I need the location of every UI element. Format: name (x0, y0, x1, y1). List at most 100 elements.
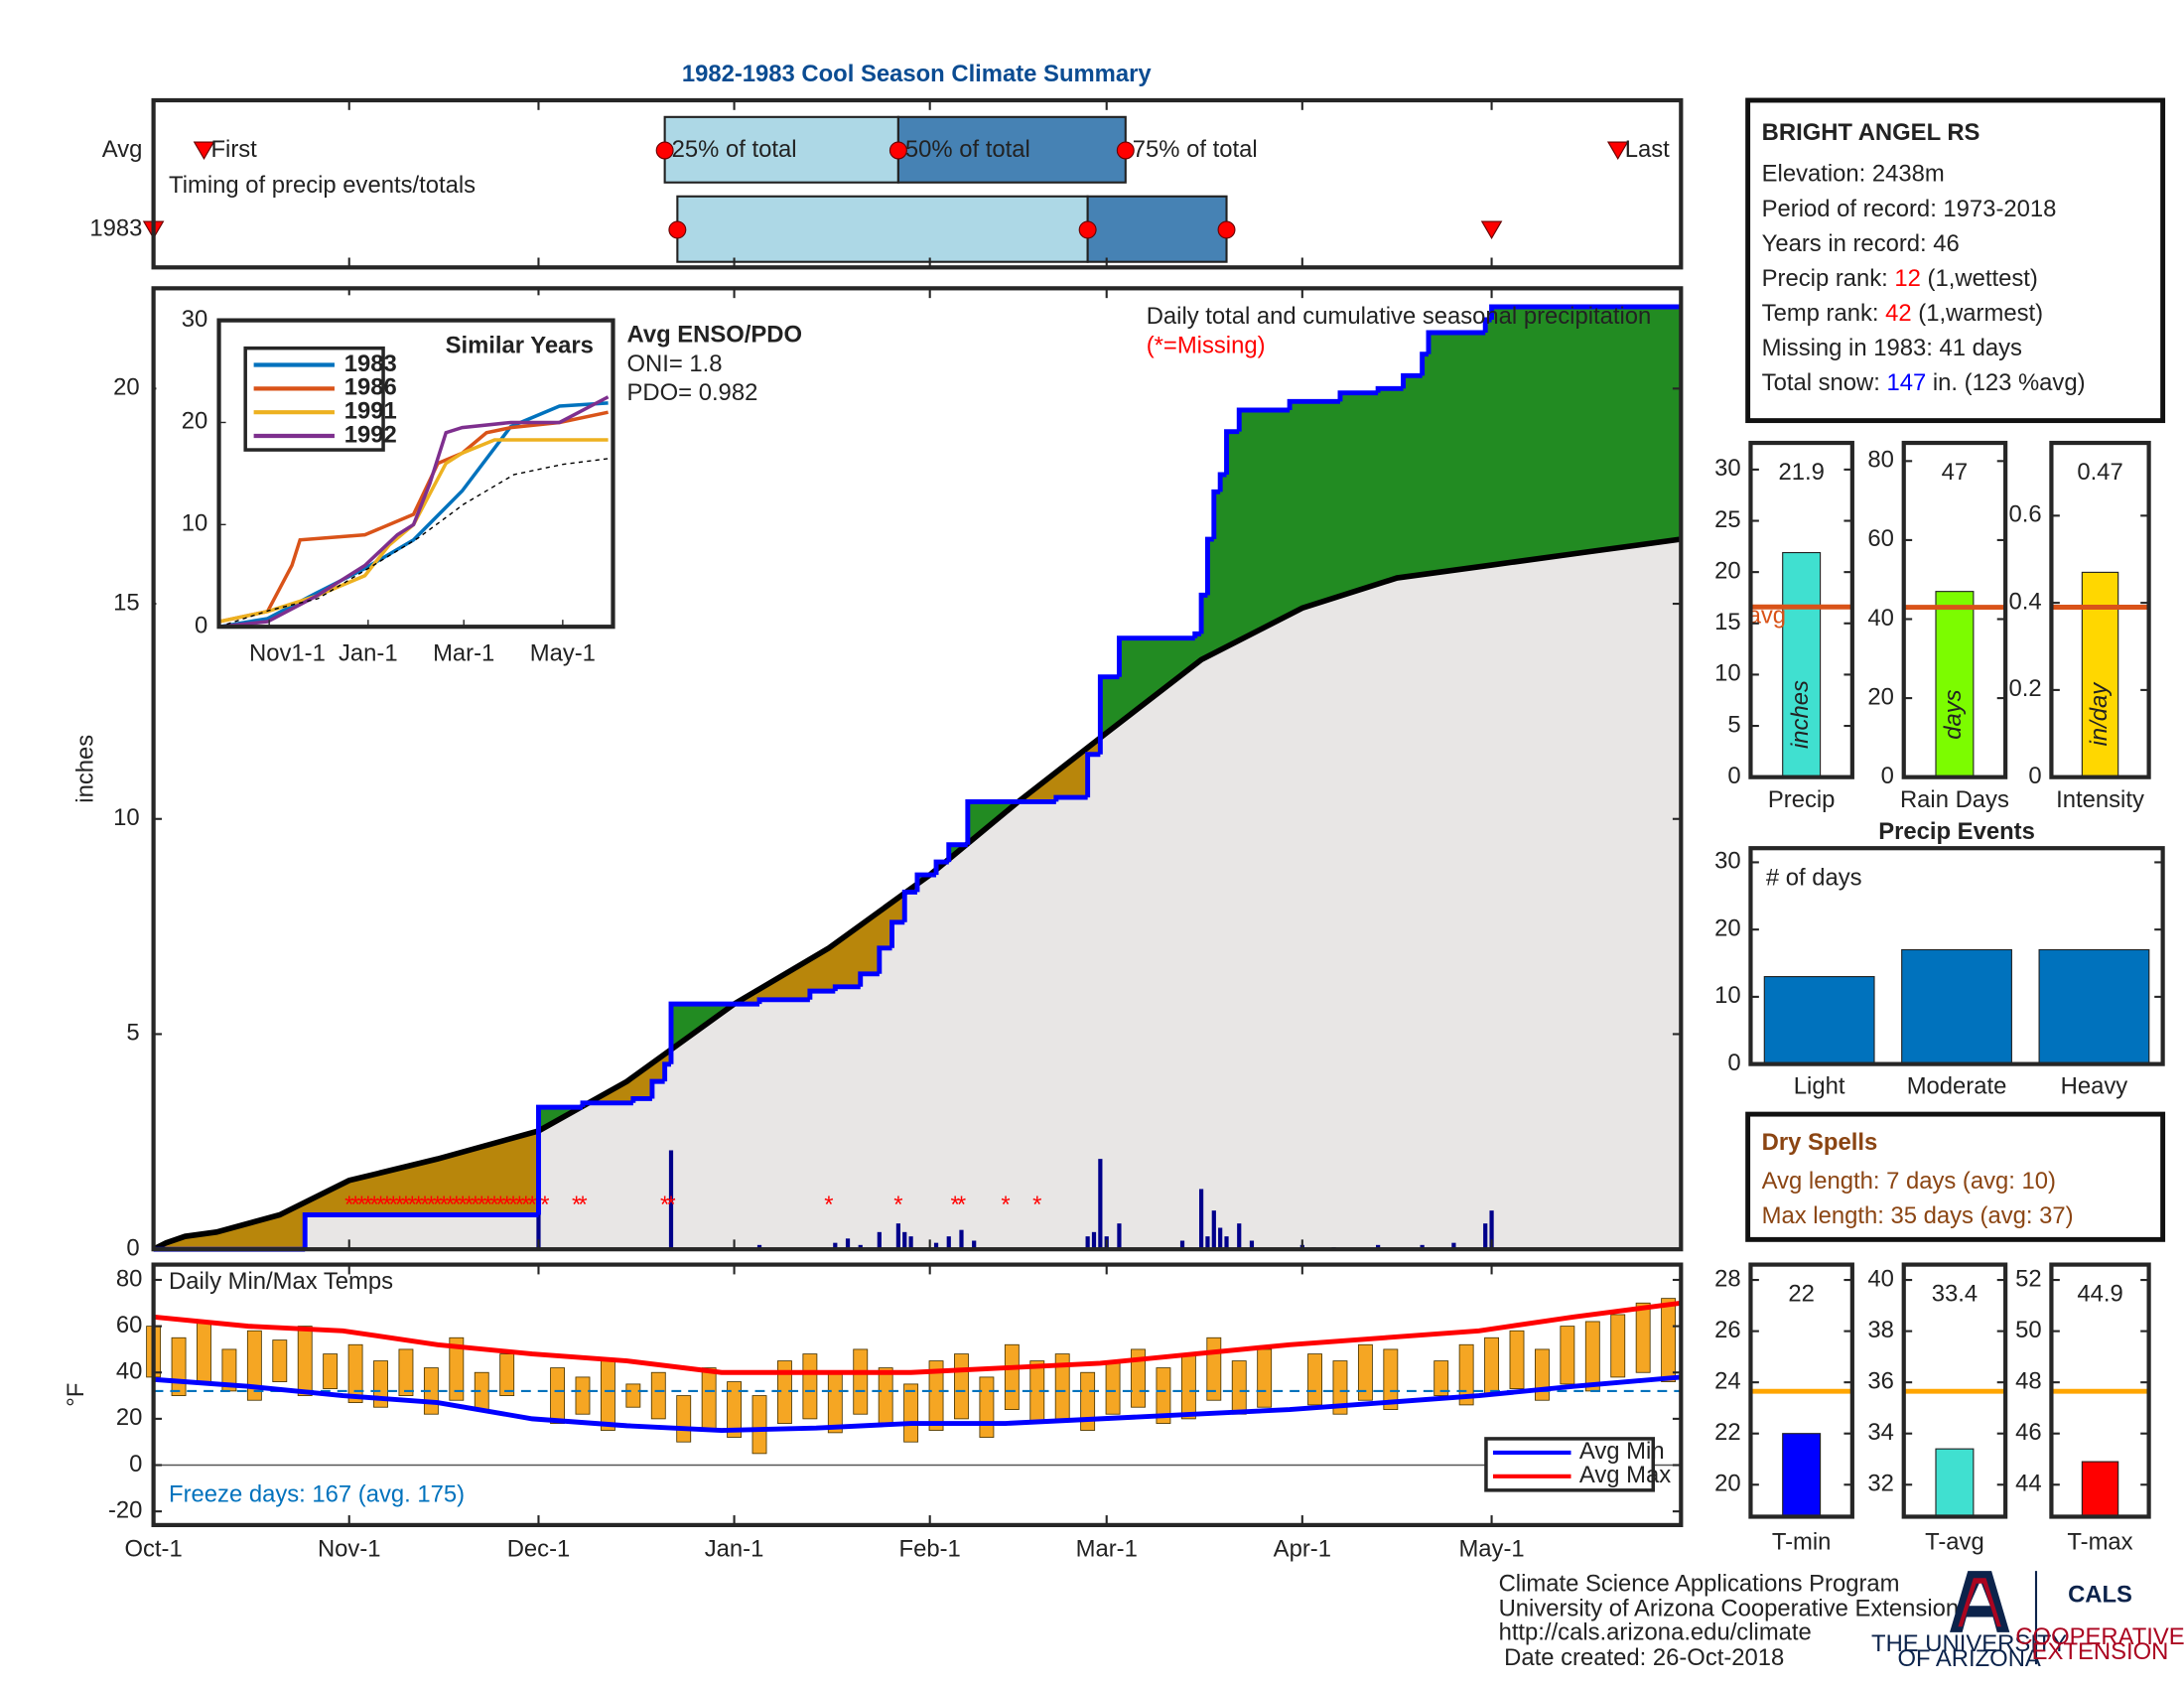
axes-frame (1748, 1262, 1854, 1519)
bar-panel: T-avg 33.4 32 34 36 38 40 (1867, 1262, 2008, 1555)
station-text: Temp rank: (1762, 300, 1885, 327)
timing-label: 25% of total (672, 136, 797, 163)
university-logo: THE UNIVERSITY OF ARIZONA CALS COOPERATI… (1871, 1571, 2184, 1672)
unit-label: inches (1787, 680, 1814, 749)
logo-text: THE UNIVERSITY (1871, 1630, 2067, 1657)
daily-temp-bar (1156, 1367, 1171, 1424)
daily-bar (756, 1244, 762, 1250)
daily-temp-bar (777, 1360, 792, 1424)
timing-dot (888, 141, 907, 160)
observed-step (1097, 674, 1120, 755)
daily-temp-bar (171, 1336, 187, 1396)
category-label: Light (1794, 1073, 1845, 1100)
observed-step (1401, 372, 1423, 389)
legend-label: 1991 (344, 397, 397, 424)
station-text: Precip rank: (1762, 265, 1895, 292)
missing-marker: * (660, 1192, 669, 1218)
y-tick-label: 0 (195, 612, 207, 638)
x-tick-label: Mar-1 (433, 640, 494, 667)
y-tick-label: 25 (1714, 506, 1741, 533)
legend-label: 1986 (344, 374, 397, 401)
missing-marker: * (446, 1192, 455, 1218)
daily-temp-bar (802, 1353, 818, 1420)
y-tick-label: 0 (1727, 763, 1740, 789)
observed-step (1204, 536, 1214, 596)
avg-label: avg (1748, 602, 1786, 629)
bar-panel: Intensity 0.47 in/day 0 0.2 0.4 0.6 (2008, 440, 2151, 813)
missing-marker: * (350, 1192, 359, 1218)
daily-temp-bar (1661, 1298, 1677, 1382)
dry-spells-line: Max length: 35 days (avg: 37) (1762, 1202, 2074, 1229)
bar (2081, 1461, 2119, 1518)
missing-marker: * (433, 1192, 442, 1218)
observed-step (649, 1078, 665, 1099)
observed-step (302, 1212, 539, 1250)
station-line: Precip rank: 12 (1,wettest) (1762, 265, 2038, 292)
daily-temp-bar (878, 1367, 893, 1424)
daily-bar (1205, 1236, 1210, 1250)
bar (2038, 948, 2150, 1065)
missing-marker: * (389, 1192, 398, 1218)
observed-step (1489, 304, 1682, 320)
y-tick-label: 0 (126, 1234, 139, 1261)
panel-title: Precip Events (1878, 818, 2035, 845)
y-tick-label: 0.6 (2008, 501, 2041, 528)
daily-temp-bar (272, 1339, 288, 1382)
observed-step (580, 1100, 633, 1108)
y-tick-label: 15 (1714, 609, 1741, 635)
observed-step (1236, 407, 1291, 432)
timing-triangle (193, 141, 215, 161)
bar-panel: Rain Days 47 days 0 20 40 60 80 (1867, 440, 2009, 813)
timing-triangle (1480, 220, 1503, 239)
daily-temp-bar (1080, 1371, 1096, 1431)
y-tick-label: 20 (1714, 914, 1741, 941)
missing-marker: * (382, 1192, 391, 1218)
daily-temp-bar (197, 1321, 211, 1385)
y-tick-label: 30 (182, 306, 208, 333)
chart-note: Daily total and cumulative seasonal prec… (1147, 303, 1652, 330)
station-line: Total snow: 147 in. (123 %avg) (1762, 369, 2086, 396)
category-label: T-min (1772, 1528, 1832, 1555)
daily-temp-bar (575, 1376, 591, 1415)
timing-dot (1116, 141, 1135, 160)
y-tick-label: 26 (1714, 1317, 1741, 1343)
bar (1935, 1448, 1975, 1518)
daily-bar (1091, 1231, 1097, 1250)
x-tick-label: May-1 (1458, 1535, 1524, 1562)
daily-temp-bar (347, 1343, 363, 1403)
station-box (1745, 97, 2166, 424)
missing-marker: * (459, 1192, 468, 1218)
daily-temp-bar (1433, 1360, 1449, 1396)
bar (1901, 948, 2012, 1065)
daily-bar (1098, 1159, 1103, 1250)
daily-temp-bar (1004, 1343, 1020, 1410)
freeze-note: Freeze days: 167 (avg. 175) (169, 1481, 465, 1508)
missing-marker: * (471, 1192, 479, 1218)
y-axis-label: inches (72, 735, 99, 803)
category-label: T-max (2067, 1528, 2132, 1555)
daily-temp-bar (1105, 1360, 1121, 1415)
value-label: 22 (1788, 1281, 1815, 1308)
y-tick-label: 40 (116, 1358, 143, 1385)
daily-temp-bar (1231, 1360, 1247, 1415)
missing-marker: * (893, 1192, 902, 1218)
daily-temp-bar (625, 1383, 641, 1408)
daily-bar (1489, 1210, 1494, 1250)
daily-temp-bar (1383, 1348, 1399, 1410)
logo-text: OF ARIZONA (1898, 1645, 2041, 1672)
missing-marker: * (395, 1192, 404, 1218)
observed-step (965, 798, 1056, 845)
observed-step (1426, 330, 1486, 354)
daily-temp-bar (903, 1383, 919, 1443)
value-label: 44.9 (2077, 1281, 2122, 1308)
footer-line: University of Arizona Cooperative Extens… (1499, 1596, 1960, 1622)
y-axis-label: °F (63, 1383, 89, 1407)
missing-note: (*=Missing) (1147, 333, 1266, 359)
missing-marker: * (357, 1192, 366, 1218)
unit-label: in/day (2086, 681, 2113, 747)
daily-temp-bar (323, 1353, 339, 1389)
axes-frame (1748, 846, 2165, 1066)
observed-step (1217, 472, 1227, 492)
observed-step (807, 988, 836, 1000)
